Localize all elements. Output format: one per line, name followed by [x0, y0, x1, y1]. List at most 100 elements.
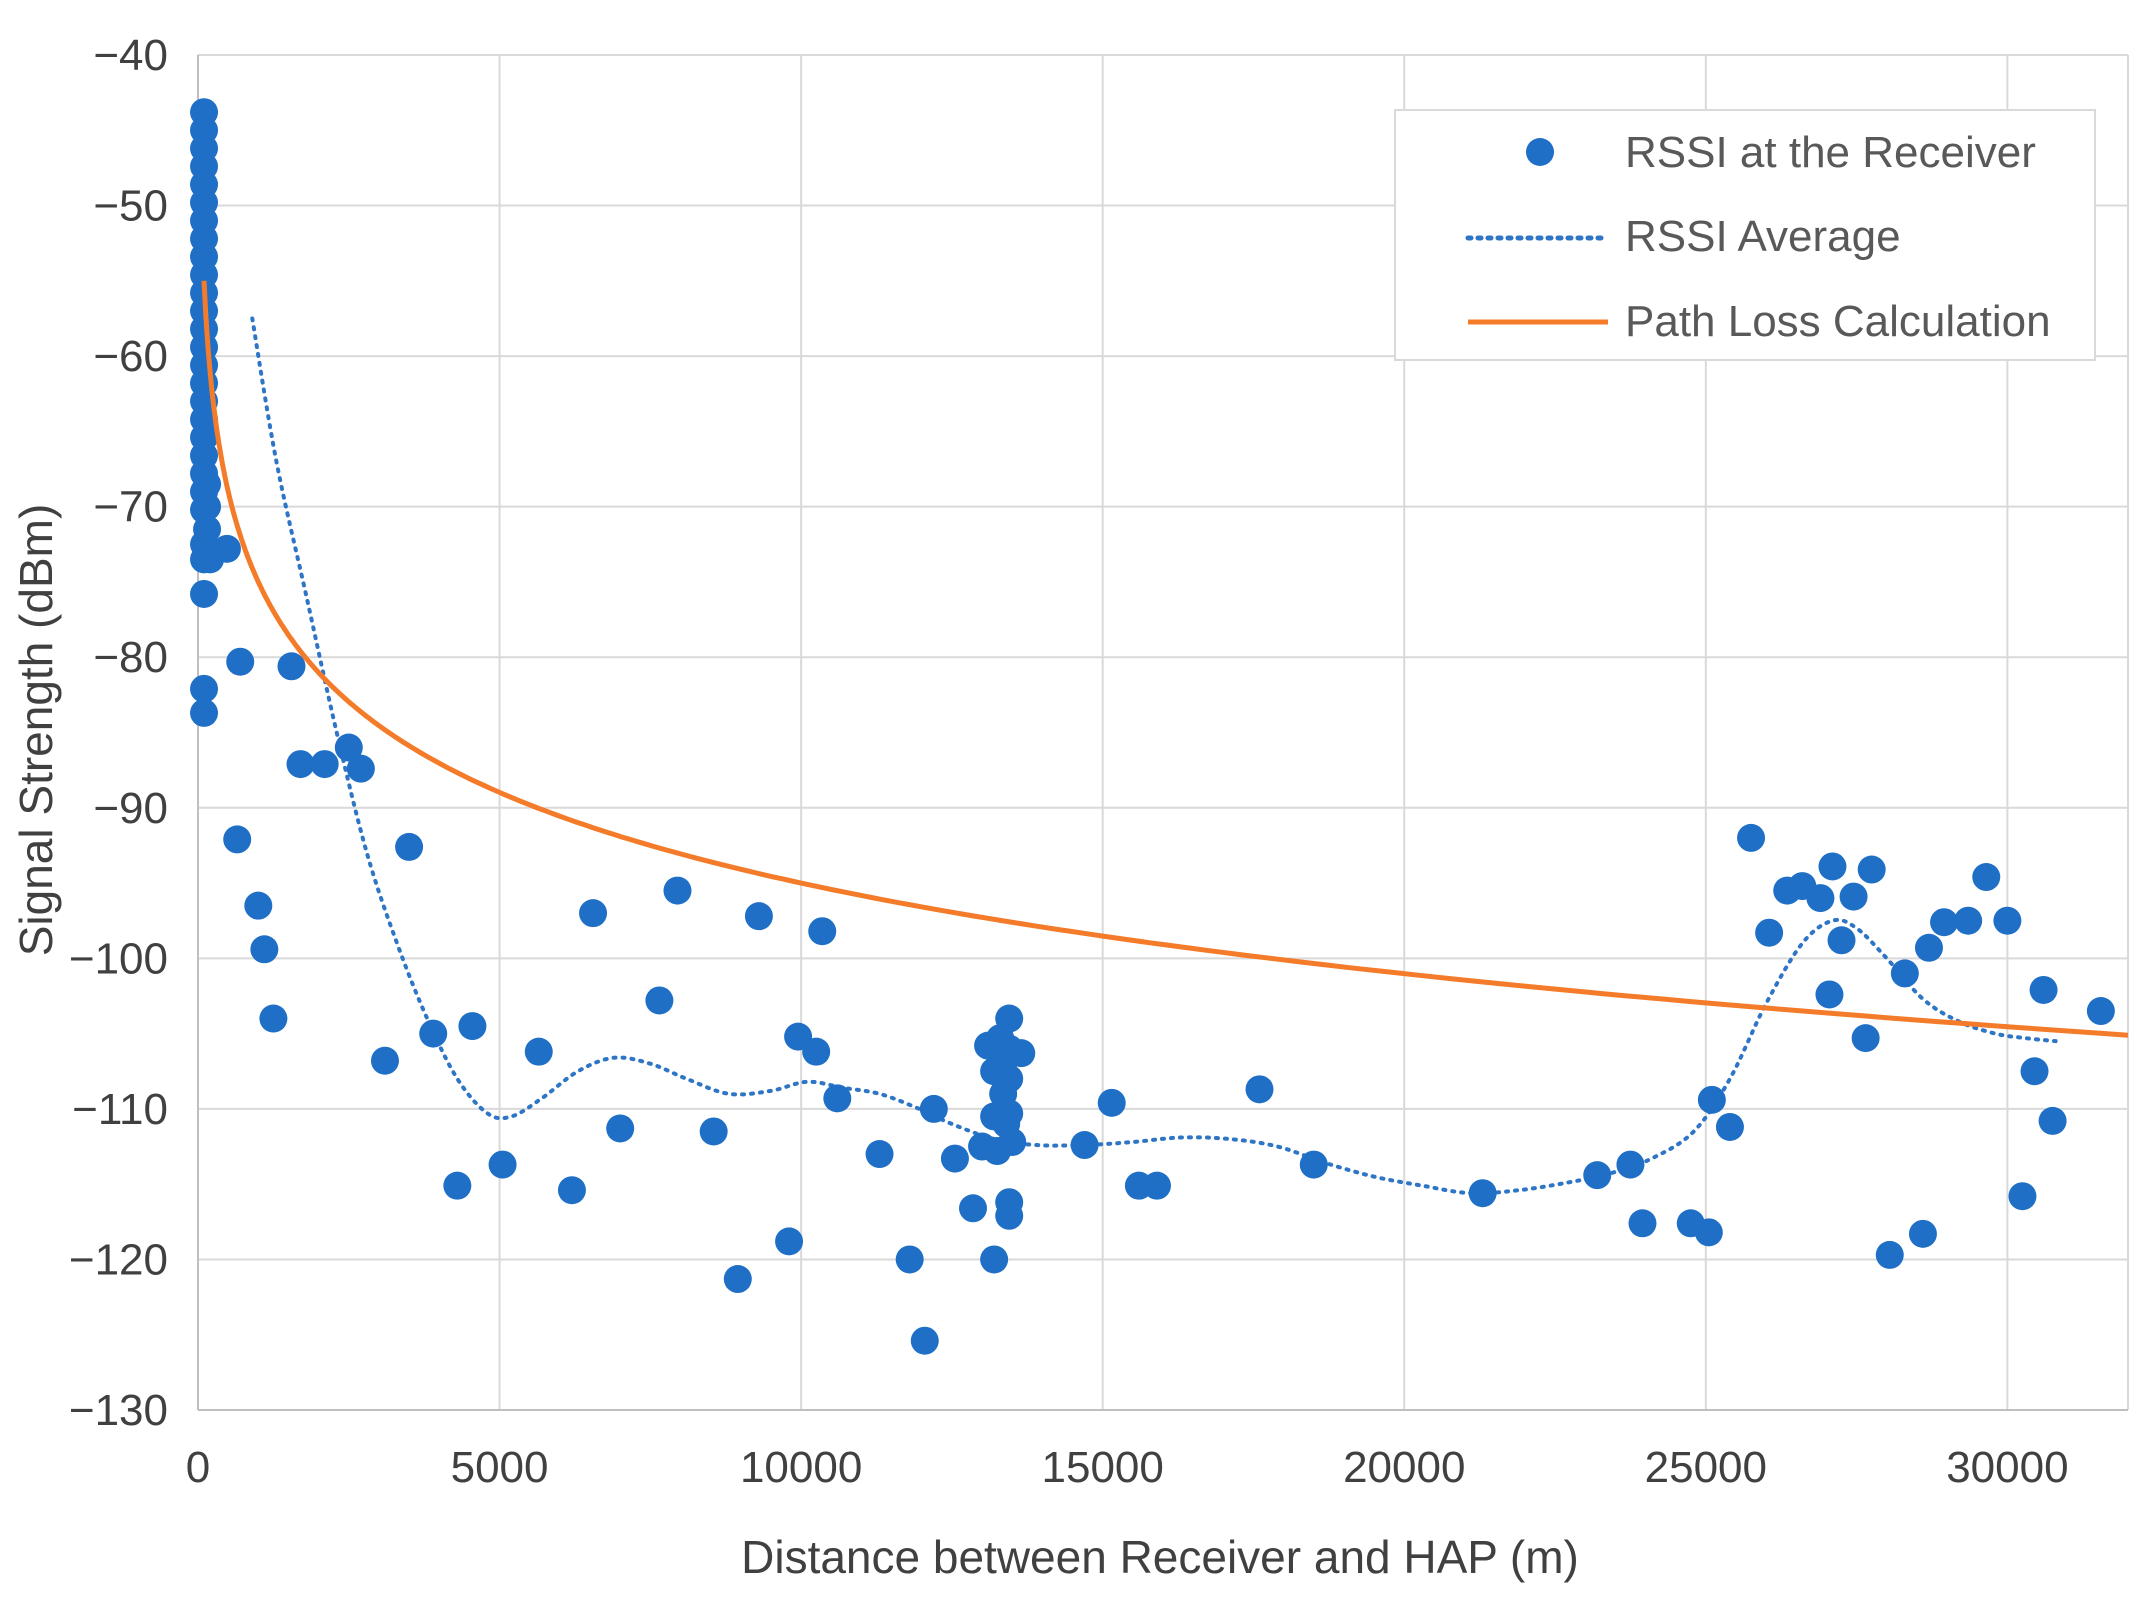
rssi-point	[334, 733, 363, 762]
rssi-point	[286, 750, 315, 779]
y-tick-label: −60	[93, 332, 168, 381]
x-tick-label: 0	[186, 1443, 210, 1492]
rssi-point	[250, 935, 279, 964]
rssi-point	[723, 1265, 752, 1294]
x-tick-label: 25000	[1645, 1443, 1767, 1492]
y-tick-label: −100	[69, 934, 168, 983]
rssi-point	[1142, 1171, 1171, 1200]
x-axis-label: Distance between Receiver and HAP (m)	[741, 1531, 1579, 1583]
rssi-point	[998, 1128, 1027, 1157]
x-tick-label: 15000	[1042, 1443, 1164, 1492]
rssi-point	[775, 1227, 804, 1256]
y-tick-labels: −40 −50 −60 −70 −80 −90 −100 −110 −120 −130	[69, 31, 168, 1435]
y-tick-label: −130	[69, 1386, 168, 1435]
rssi-point	[193, 492, 222, 521]
rssi-average-line	[250, 316, 2058, 1196]
rssi-point	[1875, 1240, 1904, 1269]
x-tick-label: 10000	[740, 1443, 862, 1492]
rssi-point	[395, 832, 424, 861]
rssi-point	[193, 470, 222, 499]
rssi-point	[919, 1094, 948, 1123]
rssi-point	[823, 1084, 852, 1113]
rssi-point	[1993, 906, 2022, 935]
rssi-point	[2020, 1057, 2049, 1086]
rssi-point	[1755, 918, 1784, 947]
rssi-point	[1070, 1131, 1099, 1160]
rssi-point	[419, 1019, 448, 1048]
rssi-point	[488, 1150, 517, 1179]
rssi-point	[190, 674, 219, 703]
rssi-point	[370, 1046, 399, 1075]
rssi-point	[1972, 863, 2001, 892]
rssi-point	[1914, 933, 1943, 962]
rssi-point	[524, 1037, 553, 1066]
rssi-point	[940, 1144, 969, 1173]
rssi-point	[310, 750, 339, 779]
rssi-point	[1815, 980, 1844, 1009]
rssi-point	[443, 1171, 472, 1200]
rssi-point	[1954, 906, 1983, 935]
series-rssi-scatter	[190, 98, 2115, 1355]
rssi-point	[1930, 908, 1959, 937]
rssi-point	[1818, 852, 1847, 881]
rssi-point	[1857, 855, 1886, 884]
rssi-point	[865, 1140, 894, 1169]
rssi-point	[2008, 1182, 2037, 1211]
y-tick-label: −110	[72, 1085, 168, 1134]
rssi-point	[1851, 1024, 1880, 1053]
path-loss-line	[201, 280, 2129, 1038]
rssi-point	[1097, 1088, 1126, 1117]
rssi-point	[995, 1004, 1024, 1033]
rssi-point	[1007, 1039, 1036, 1068]
rssi-point	[346, 754, 375, 783]
rssi-point	[1827, 926, 1856, 955]
rssi-point	[699, 1117, 728, 1146]
rssi-point	[1299, 1150, 1328, 1179]
rssi-point	[663, 876, 692, 905]
x-tick-labels: 0 5000 10000 15000 20000 25000 30000	[186, 1443, 2069, 1492]
rssi-point	[223, 825, 252, 854]
rssi-point	[259, 1004, 288, 1033]
legend: RSSI at the Receiver RSSI Average Path L…	[1394, 109, 2096, 361]
rssi-point	[277, 652, 306, 681]
rssi-point	[244, 891, 273, 920]
rssi-point	[1616, 1150, 1645, 1179]
rssi-point	[910, 1326, 939, 1355]
rssi-point	[995, 1099, 1024, 1128]
rssi-point	[808, 917, 837, 946]
y-tick-label: −90	[93, 784, 168, 833]
rssi-point	[557, 1176, 586, 1205]
rssi-point	[980, 1245, 1009, 1274]
rssi-point	[1737, 823, 1766, 852]
rssi-point	[1806, 884, 1835, 913]
rssi-point	[1697, 1085, 1726, 1114]
y-tick-label: −50	[93, 182, 168, 231]
y-tick-label: −80	[93, 633, 168, 682]
rssi-point	[1839, 882, 1868, 911]
rssi-point	[226, 647, 255, 676]
rssi-point	[645, 986, 674, 1015]
rssi-point	[190, 698, 219, 727]
rssi-point	[579, 899, 608, 928]
rssi-point	[212, 534, 241, 563]
rssi-point	[2029, 975, 2058, 1004]
rssi-point	[959, 1194, 988, 1223]
legend-label-pathloss: Path Loss Calculation	[1625, 297, 2051, 346]
rssi-point	[995, 1201, 1024, 1230]
rssi-point	[1694, 1218, 1723, 1247]
rssi-point	[1890, 959, 1919, 988]
series-path-loss	[201, 280, 2129, 1038]
x-tick-label: 5000	[451, 1443, 549, 1492]
y-tick-label: −70	[93, 483, 168, 532]
series-rssi-average	[250, 316, 2058, 1196]
rssi-point	[1468, 1179, 1497, 1208]
y-axis-label: Signal Strength (dBm)	[10, 504, 62, 957]
rssi-point	[606, 1114, 635, 1143]
x-tick-label: 30000	[1946, 1443, 2068, 1492]
legend-marker-rssi	[1526, 138, 1554, 166]
rssi-point	[802, 1037, 831, 1066]
rssi-point	[895, 1245, 924, 1274]
rssi-point	[2038, 1106, 2067, 1135]
rssi-point	[1908, 1219, 1937, 1248]
